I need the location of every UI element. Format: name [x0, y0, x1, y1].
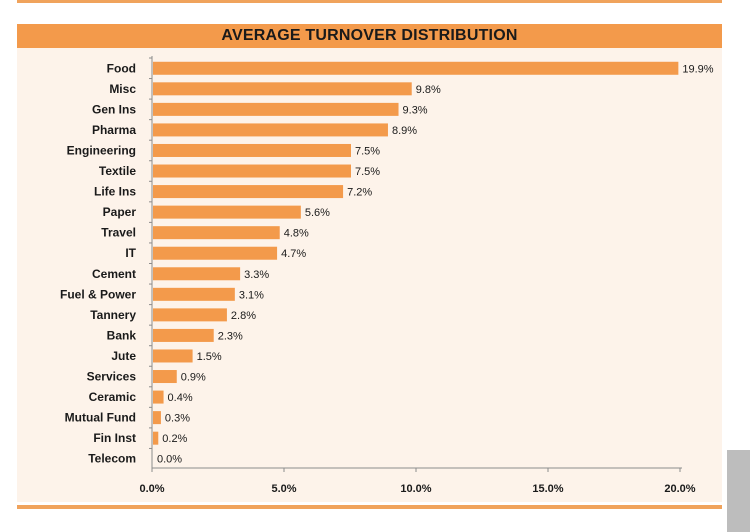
category-label: Travel [101, 226, 136, 240]
value-label: 7.5% [355, 145, 380, 157]
x-tick-label: 5.0% [271, 483, 296, 495]
bar [153, 328, 214, 342]
scrollbar-region [727, 450, 750, 532]
category-label: Misc [109, 82, 136, 96]
category-label: Engineering [67, 143, 136, 157]
category-label: Pharma [92, 123, 136, 137]
value-label: 19.9% [682, 63, 713, 75]
category-label: Telecom [88, 452, 136, 466]
value-label: 0.4% [168, 392, 193, 404]
value-label: 7.5% [355, 166, 380, 178]
bar [153, 390, 164, 404]
bar [153, 308, 227, 322]
category-label: IT [125, 246, 136, 260]
bar [153, 185, 344, 199]
bottom-divider [17, 505, 722, 509]
value-label: 5.6% [305, 207, 330, 219]
value-label: 1.5% [197, 351, 222, 363]
bar [153, 246, 278, 260]
value-label: 3.1% [239, 289, 264, 301]
bar [153, 370, 177, 384]
value-label: 3.3% [244, 269, 269, 281]
bar [153, 82, 412, 96]
category-label: Cement [92, 267, 136, 281]
value-label: 2.3% [218, 330, 243, 342]
value-label: 2.8% [231, 310, 256, 322]
category-label: Food [107, 61, 136, 75]
value-label: 9.3% [403, 104, 428, 116]
value-label: 0.9% [181, 372, 206, 384]
category-label: Textile [99, 164, 136, 178]
x-tick-label: 20.0% [664, 483, 695, 495]
value-label: 4.8% [284, 228, 309, 240]
bar [153, 205, 301, 219]
category-label: Gen Ins [92, 102, 136, 116]
category-label: Jute [111, 349, 136, 363]
x-tick-label: 0.0% [139, 483, 164, 495]
value-label: 8.9% [392, 125, 417, 137]
bar [153, 143, 351, 157]
bar [153, 431, 159, 445]
x-tick-label: 15.0% [532, 483, 563, 495]
chart-title-bar: AVERAGE TURNOVER DISTRIBUTION [17, 24, 722, 48]
category-label: Services [87, 370, 137, 384]
bar [153, 287, 235, 301]
value-label: 0.3% [165, 413, 190, 425]
x-tick-label: 10.0% [400, 483, 431, 495]
bar [153, 164, 351, 178]
bar [153, 411, 161, 425]
category-label: Life Ins [94, 185, 136, 199]
category-label: Fuel & Power [60, 287, 136, 301]
top-divider [17, 0, 722, 3]
value-label: 7.2% [347, 187, 372, 199]
category-label: Fin Inst [93, 431, 136, 445]
category-label: Ceramic [89, 390, 137, 404]
bar [153, 267, 241, 281]
bar [153, 226, 280, 240]
category-label: Bank [107, 328, 137, 342]
bar [153, 123, 388, 137]
category-label: Tannery [90, 308, 136, 322]
value-label: 0.2% [162, 433, 187, 445]
bar [153, 102, 399, 116]
value-label: 9.8% [416, 84, 441, 96]
chart-title: AVERAGE TURNOVER DISTRIBUTION [221, 27, 518, 44]
bar [153, 61, 679, 75]
value-label: 4.7% [281, 248, 306, 260]
value-label: 0.0% [157, 454, 182, 466]
category-label: Mutual Fund [65, 411, 136, 425]
category-label: Paper [103, 205, 137, 219]
bar [153, 349, 193, 363]
